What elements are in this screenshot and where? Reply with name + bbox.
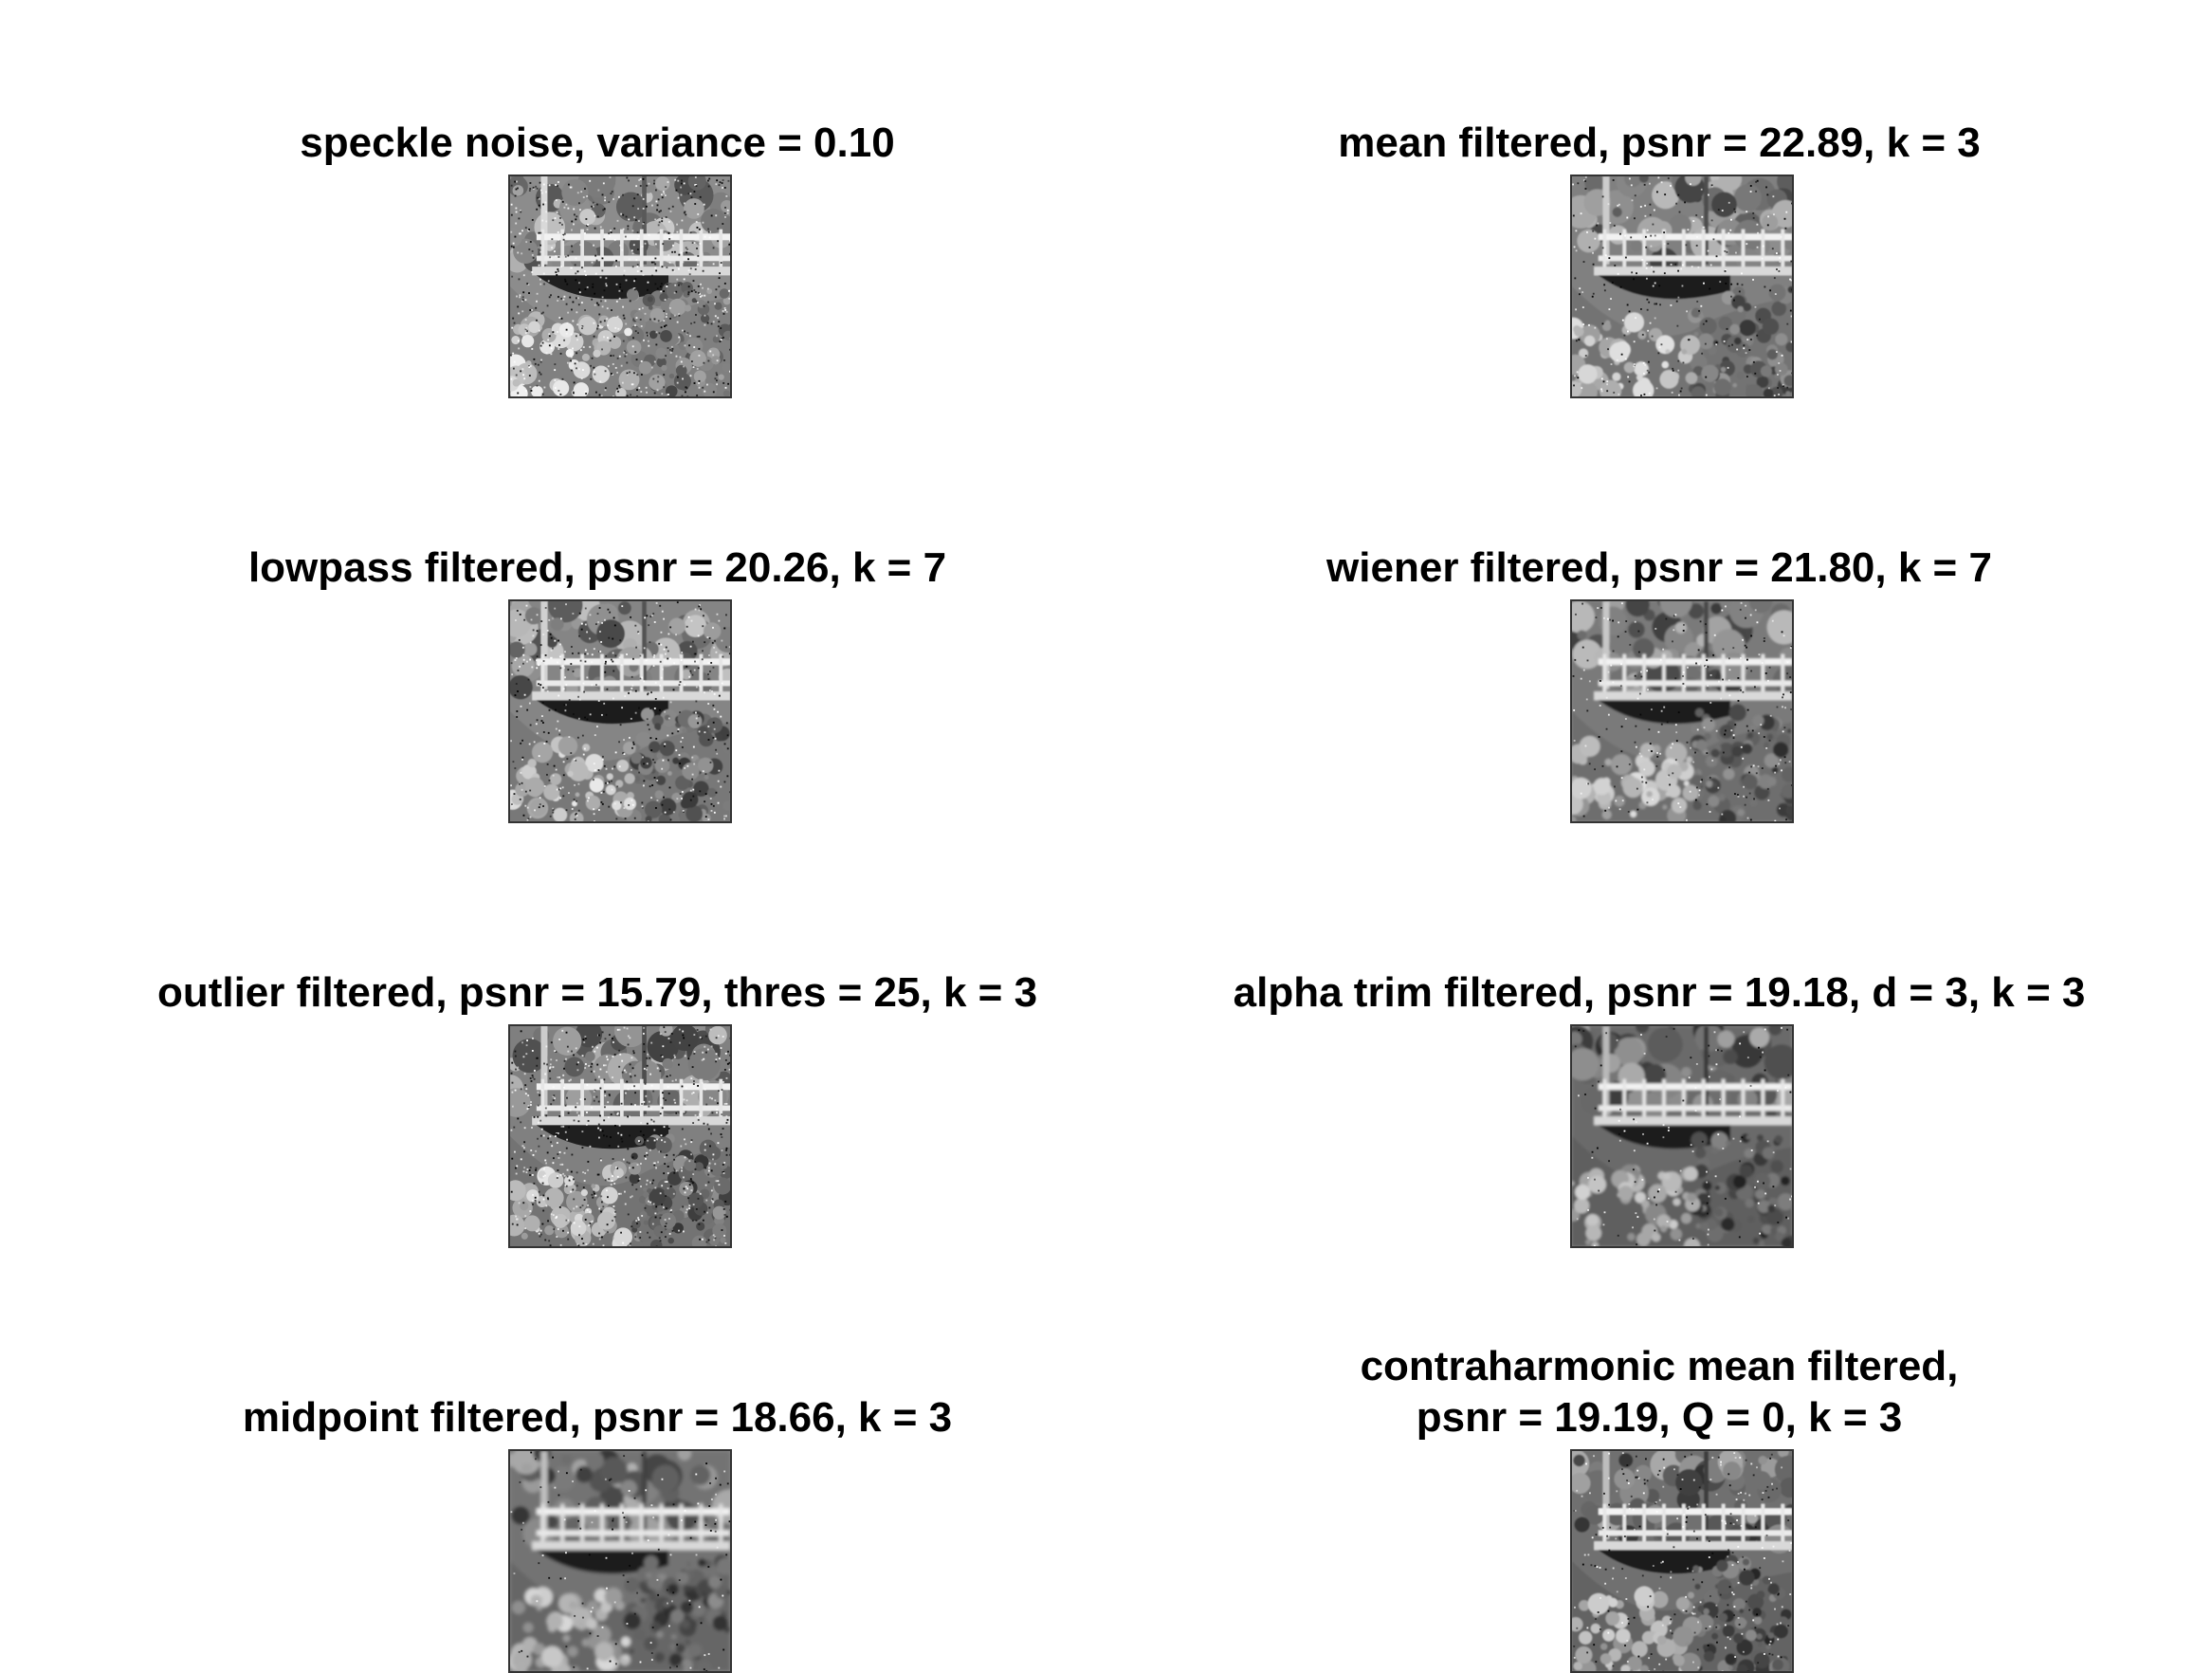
panel-title: contraharmonic mean filtered, psnr = 19.… (1138, 1341, 2181, 1443)
panel-title: outlier filtered, psnr = 15.79, thres = … (76, 967, 1119, 1019)
contraharmonic-filtered-image (1570, 1449, 1794, 1673)
mean-filtered-image (1570, 175, 1794, 398)
panel-mean: mean filtered, psnr = 22.89, k = 3 (1138, 0, 2181, 398)
photo-canvas (1572, 1026, 1792, 1246)
outlier-filtered-image (508, 1024, 732, 1248)
title-line: midpoint filtered, psnr = 18.66, k = 3 (76, 1392, 1119, 1443)
panel-contraharmonic: contraharmonic mean filtered, psnr = 19.… (1138, 1275, 2181, 1673)
title-line: alpha trim filtered, psnr = 19.18, d = 3… (1138, 967, 2181, 1019)
photo-canvas (510, 176, 730, 396)
photo-canvas (510, 601, 730, 821)
photo-canvas (1572, 1451, 1792, 1671)
title-line: contraharmonic mean filtered, (1138, 1341, 2181, 1392)
panel-outlier: outlier filtered, psnr = 15.79, thres = … (76, 850, 1119, 1248)
title-line: speckle noise, variance = 0.10 (76, 118, 1119, 169)
photo-canvas (1572, 601, 1792, 821)
title-line: wiener filtered, psnr = 21.80, k = 7 (1138, 542, 2181, 594)
title-line: lowpass filtered, psnr = 20.26, k = 7 (76, 542, 1119, 594)
panel-title: alpha trim filtered, psnr = 19.18, d = 3… (1138, 967, 2181, 1019)
title-line: mean filtered, psnr = 22.89, k = 3 (1138, 118, 2181, 169)
panel-title: wiener filtered, psnr = 21.80, k = 7 (1138, 542, 2181, 594)
panel-title: speckle noise, variance = 0.10 (76, 118, 1119, 169)
photo-canvas (510, 1451, 730, 1671)
panel-alphatrim: alpha trim filtered, psnr = 19.18, d = 3… (1138, 850, 2181, 1248)
panel-wiener: wiener filtered, psnr = 21.80, k = 7 (1138, 425, 2181, 823)
alpha-trim-filtered-image (1570, 1024, 1794, 1248)
title-line: psnr = 19.19, Q = 0, k = 3 (1138, 1392, 2181, 1443)
photo-canvas (1572, 176, 1792, 396)
speckle-noise-image (508, 175, 732, 398)
photo-canvas (510, 1026, 730, 1246)
panel-title: mean filtered, psnr = 22.89, k = 3 (1138, 118, 2181, 169)
panel-lowpass: lowpass filtered, psnr = 20.26, k = 7 (76, 425, 1119, 823)
midpoint-filtered-image (508, 1449, 732, 1673)
panel-title: midpoint filtered, psnr = 18.66, k = 3 (76, 1392, 1119, 1443)
title-line: outlier filtered, psnr = 15.79, thres = … (76, 967, 1119, 1019)
panel-title: lowpass filtered, psnr = 20.26, k = 7 (76, 542, 1119, 594)
wiener-filtered-image (1570, 599, 1794, 823)
panel-midpoint: midpoint filtered, psnr = 18.66, k = 3 (76, 1275, 1119, 1673)
panel-speckle: speckle noise, variance = 0.10 (76, 0, 1119, 398)
lowpass-filtered-image (508, 599, 732, 823)
